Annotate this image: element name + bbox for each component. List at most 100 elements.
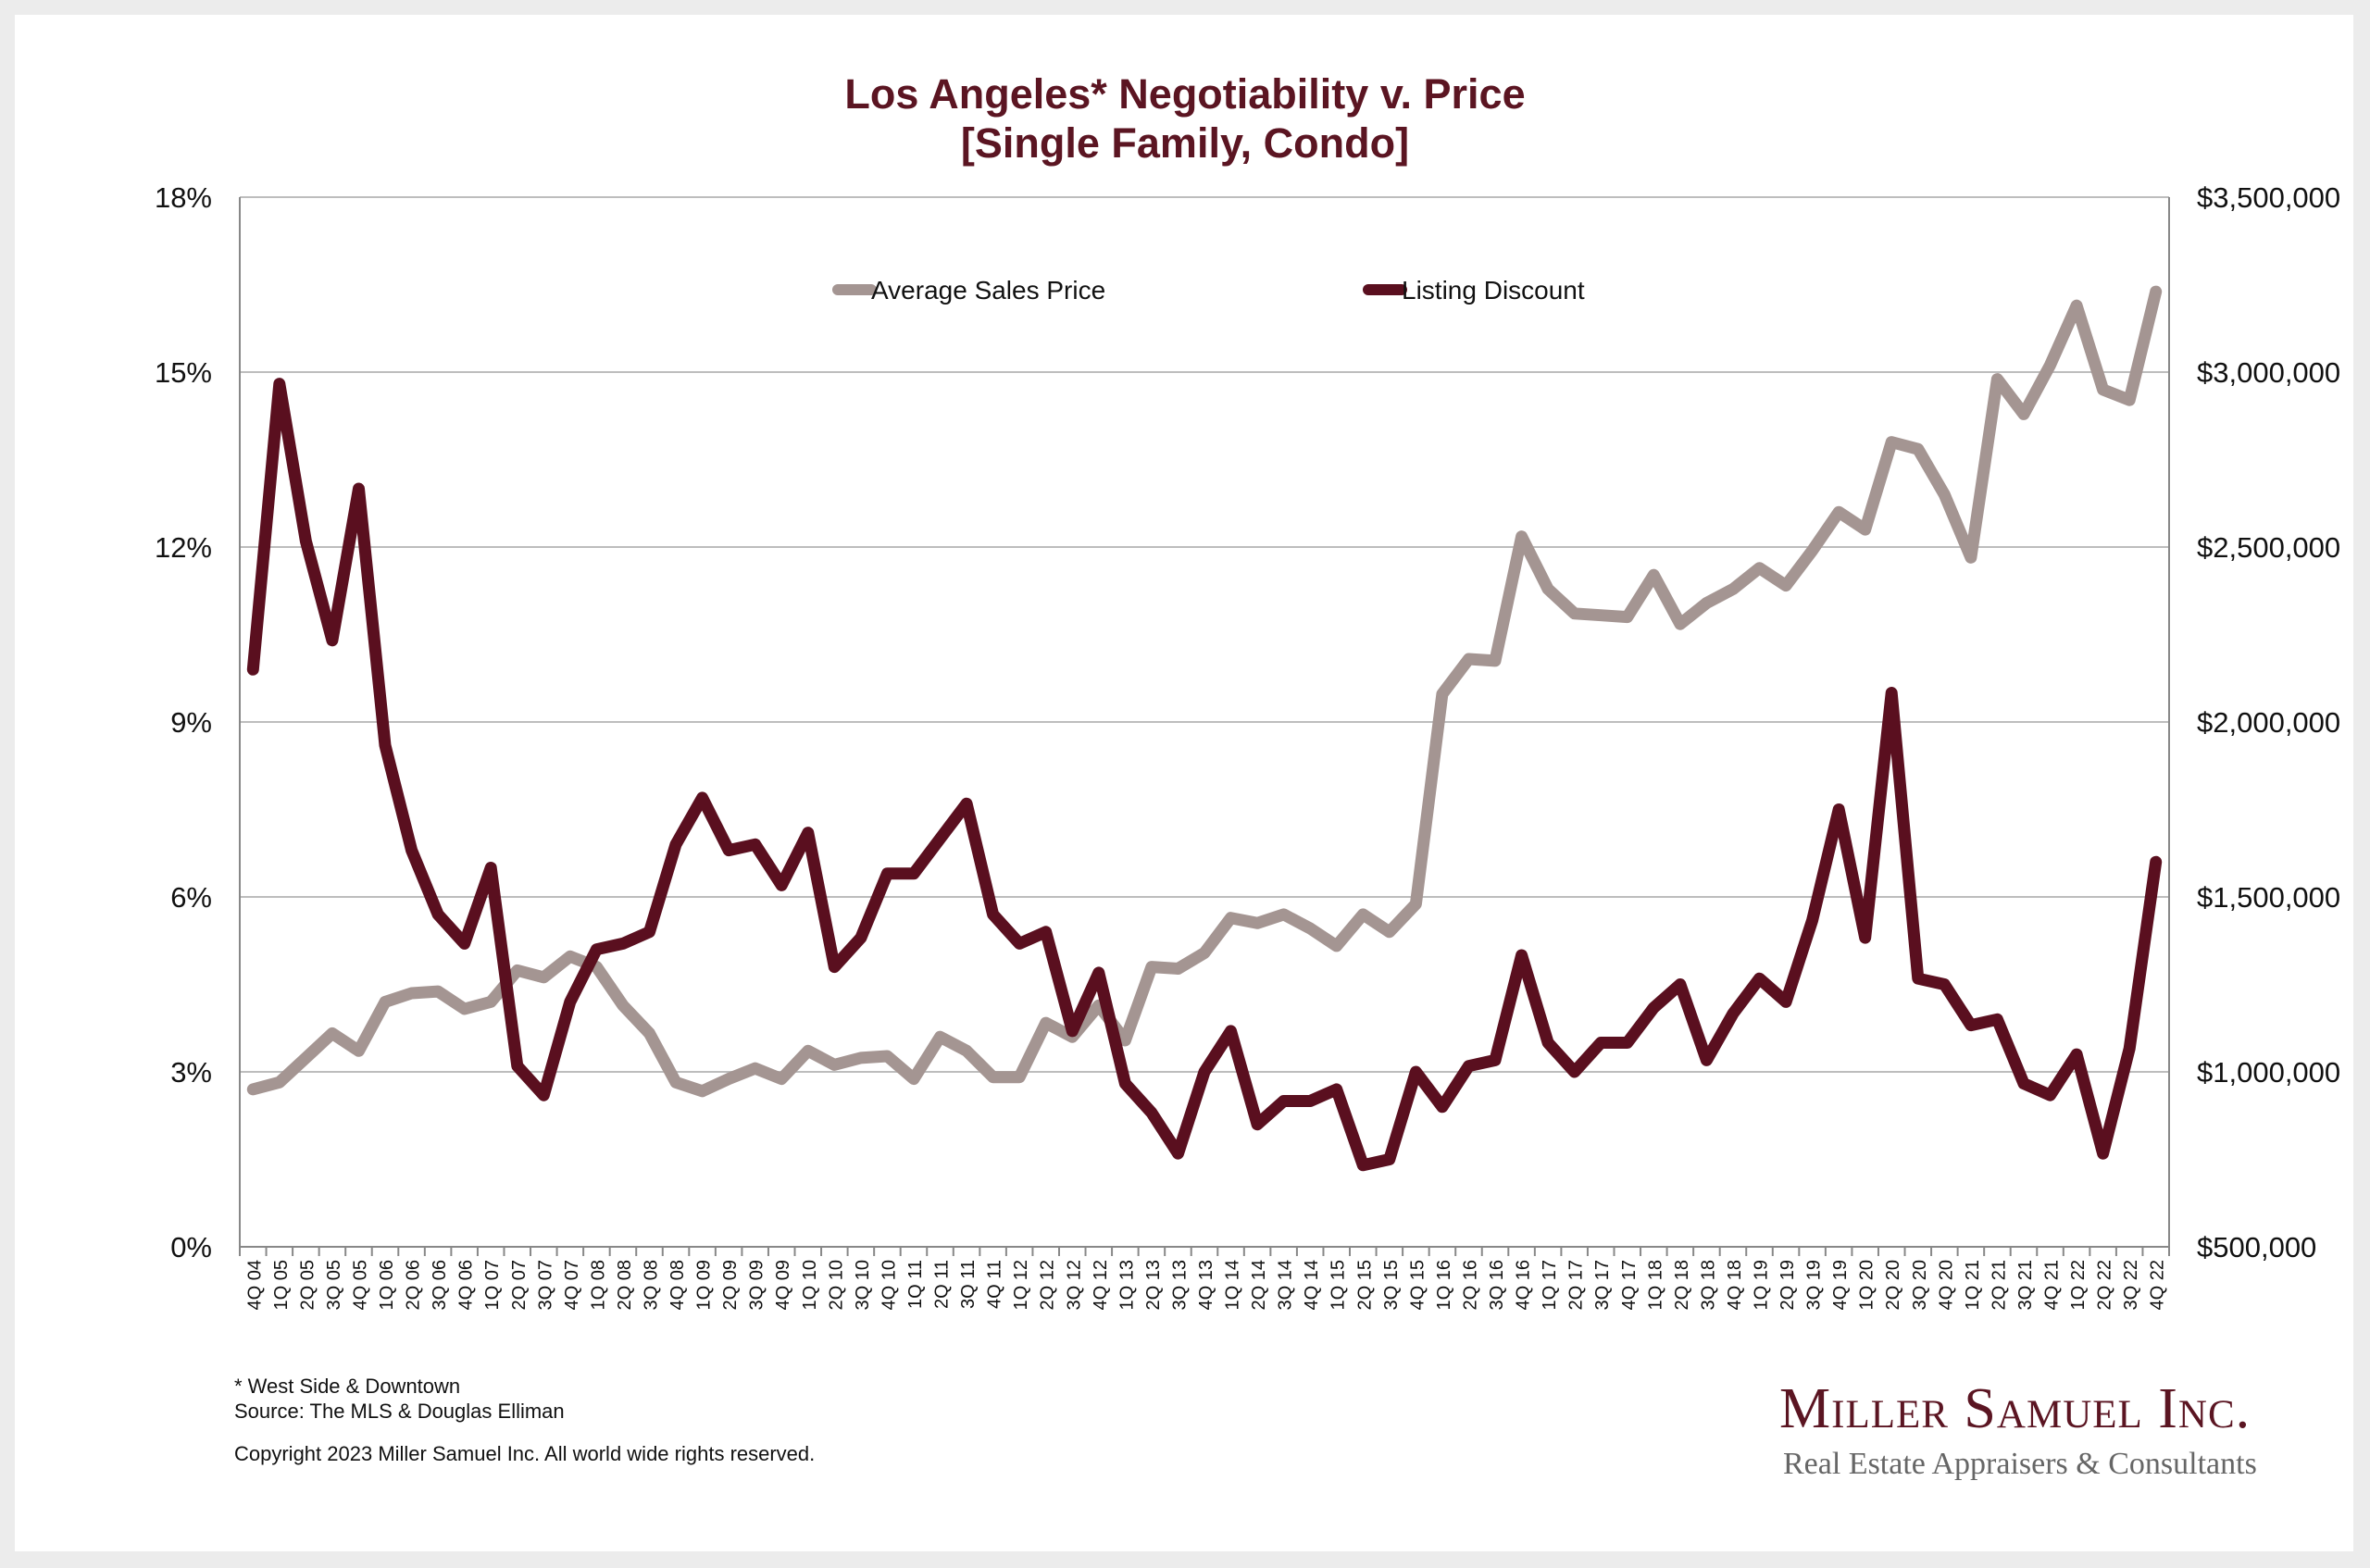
x-tick-label: 3Q 11 [958,1260,979,1309]
footnote-area: * West Side & Downtown [234,1375,461,1398]
y-left-tick-label: 0% [170,1231,212,1263]
logo-name: Miller Samuel Inc. [1779,1377,2252,1440]
x-tick-label: 2Q 11 [932,1260,953,1309]
x-tick-label: 1Q 19 [1752,1260,1772,1310]
x-tick-label: 4Q 09 [773,1260,793,1310]
x-tick-label: 1Q 20 [1857,1260,1877,1310]
x-tick-label: 3Q 09 [747,1260,767,1310]
chart-subtitle: [Single Family, Condo] [960,119,1410,167]
x-tick-label: 2Q 15 [1354,1260,1375,1310]
x-tick-label: 2Q 13 [1143,1260,1164,1310]
y-left-tick-label: 12% [155,531,212,564]
x-tick-label: 2Q 17 [1566,1260,1587,1310]
x-tick-label: 2Q 05 [297,1260,318,1310]
x-tick-label: 2Q 18 [1672,1260,1692,1310]
x-tick-label: 4Q 07 [562,1260,582,1310]
x-tick-label: 2Q 22 [2095,1260,2115,1310]
legend-average-sales-price-label: Average Sales Price [871,276,1105,305]
y-right-tick-label: $2,500,000 [2197,531,2340,564]
x-tick-label: 4Q 21 [2042,1260,2063,1310]
x-tick-label: 4Q 10 [879,1260,899,1310]
x-tick-label: 2Q 08 [615,1260,635,1310]
x-tick-label: 3Q 06 [430,1260,450,1310]
x-tick-label: 4Q 05 [350,1260,370,1310]
y-left-tick-label: 3% [170,1056,212,1089]
x-tick-label: 1Q 05 [271,1260,292,1310]
x-tick-label: 4Q 11 [985,1260,1005,1309]
x-tick-label: 3Q 16 [1487,1260,1507,1310]
x-tick-label: 2Q 21 [1989,1260,2009,1310]
legend-listing-discount-label: Listing Discount [1402,276,1585,305]
x-tick-label: 1Q 22 [2068,1260,2089,1310]
x-tick-label: 3Q 08 [641,1260,661,1310]
y-right-tick-label: $500,000 [2197,1231,2316,1263]
x-tick-label: 4Q 20 [1936,1260,1956,1310]
x-tick-label: 2Q 20 [1883,1260,1903,1310]
y-right-tick-label: $3,500,000 [2197,181,2340,214]
x-tick-label: 4Q 08 [667,1260,688,1310]
x-tick-label: 3Q 22 [2121,1260,2141,1310]
x-tick-label: 1Q 11 [905,1260,926,1309]
x-tick-label: 4Q 22 [2148,1260,2168,1310]
x-tick-label: 2Q 06 [404,1260,424,1310]
footnote-source: Source: The MLS & Douglas Elliman [234,1400,565,1423]
x-tick-label: 4Q 19 [1830,1260,1851,1310]
y-right-tick-label: $1,000,000 [2197,1056,2340,1089]
logo-tagline: Real Estate Appraisers & Consultants [1783,1447,2257,1481]
x-tick-label: 4Q 13 [1196,1260,1216,1310]
x-tick-label: 3Q 14 [1276,1260,1296,1310]
x-tick-label: 3Q 13 [1169,1260,1190,1310]
x-tick-label: 1Q 10 [800,1260,820,1310]
x-tick-label: 2Q 07 [509,1260,530,1310]
y-left-tick-label: 15% [155,356,212,389]
x-tick-label: 4Q 12 [1091,1260,1111,1310]
x-tick-label: 3Q 21 [2015,1260,2036,1310]
x-tick-label: 3Q 12 [1064,1260,1084,1310]
x-tick-label: 1Q 17 [1540,1260,1560,1310]
x-tick-label: 1Q 16 [1434,1260,1454,1310]
x-tick-label: 4Q 17 [1619,1260,1640,1310]
x-tick-label: 1Q 21 [1963,1260,1983,1310]
x-tick-label: 1Q 09 [694,1260,715,1310]
x-tick-label: 4Q 16 [1514,1260,1534,1310]
x-tick-label: 1Q 12 [1011,1260,1031,1310]
x-tick-label: 1Q 15 [1328,1260,1349,1310]
x-tick-label: 3Q 19 [1804,1260,1825,1310]
x-tick-label: 4Q 14 [1302,1260,1322,1310]
series-line-listing-discount [246,378,2163,1172]
x-tick-label: 4Q 15 [1407,1260,1428,1310]
y-left-tick-label: 6% [170,881,212,914]
chart-title: Los Angeles* Negotiability v. Price [844,70,1526,118]
x-tick-label: 4Q 18 [1725,1260,1745,1310]
x-tick-label: 1Q 07 [482,1260,503,1310]
x-tick-label: 3Q 17 [1592,1260,1613,1310]
x-tick-label: 4Q 04 [244,1260,265,1310]
x-tick-label: 3Q 05 [324,1260,344,1310]
y-left-tick-label: 18% [155,181,212,214]
series-line-average-sales-price [246,285,2163,1098]
x-tick-label: 2Q 14 [1249,1260,1269,1310]
x-tick-label: 3Q 15 [1381,1260,1402,1310]
x-tick-label: 2Q 12 [1038,1260,1058,1310]
x-tick-label: 1Q 18 [1645,1260,1665,1310]
x-tick-label: 1Q 06 [377,1260,397,1310]
x-tick-label: 3Q 10 [853,1260,873,1310]
y-left-tick-label: 9% [170,706,212,739]
x-tick-label: 3Q 20 [1910,1260,1930,1310]
x-tick-label: 2Q 19 [1778,1260,1798,1310]
y-right-tick-label: $1,500,000 [2197,881,2340,914]
chart-card [15,15,2353,1551]
x-tick-label: 1Q 14 [1223,1260,1243,1310]
x-tick-label: 3Q 18 [1698,1260,1718,1310]
y-right-tick-label: $2,000,000 [2197,706,2340,739]
x-tick-label: 4Q 06 [456,1260,477,1310]
x-tick-label: 2Q 09 [720,1260,741,1310]
x-tick-label: 2Q 10 [826,1260,846,1310]
x-tick-label: 1Q 13 [1116,1260,1137,1310]
x-tick-label: 3Q 07 [535,1260,555,1310]
x-tick-label: 2Q 16 [1460,1260,1480,1310]
x-tick-label: 1Q 08 [588,1260,608,1310]
y-right-tick-label: $3,000,000 [2197,356,2340,389]
footnote-copyright: Copyright 2023 Miller Samuel Inc. All wo… [234,1442,816,1465]
